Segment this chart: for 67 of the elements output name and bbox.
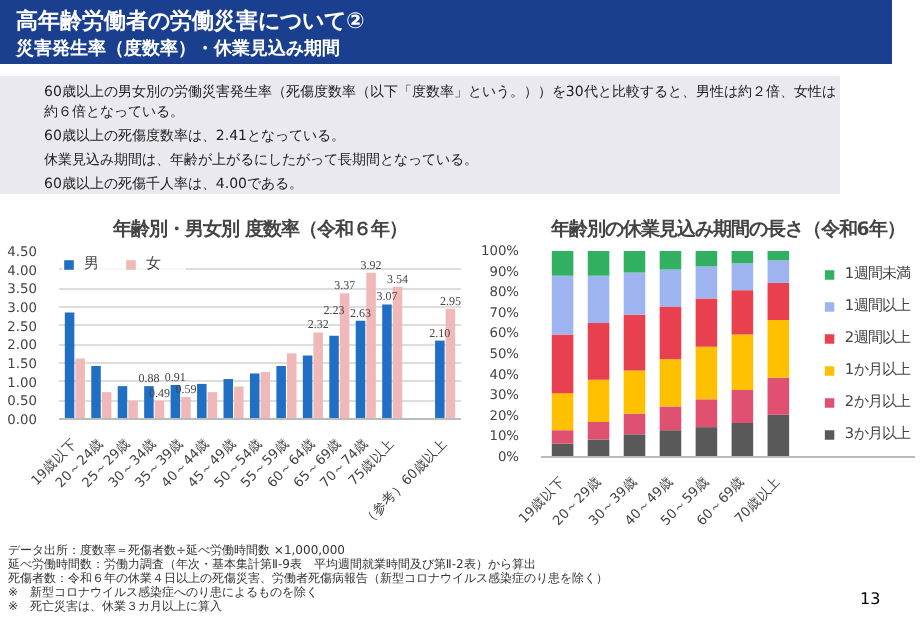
bar <box>313 332 323 419</box>
bar <box>695 251 718 267</box>
bar <box>659 251 682 270</box>
bar <box>64 312 75 419</box>
bar <box>731 251 754 264</box>
bar <box>623 314 646 371</box>
chart-title: 年齢別・男女別 度数率（令和６年） <box>110 219 408 241</box>
bar <box>249 373 260 419</box>
bar <box>101 392 112 419</box>
text: 災害発生率（度数率）・休業見込み期間 <box>16 37 342 64</box>
bar <box>695 266 718 299</box>
bar <box>260 371 271 419</box>
bar <box>223 379 234 419</box>
bar <box>329 335 339 419</box>
bar <box>623 370 646 414</box>
bar <box>767 282 790 321</box>
bar <box>587 275 610 324</box>
bar <box>767 414 790 457</box>
bar <box>623 413 646 435</box>
bar <box>695 298 718 347</box>
bar <box>276 365 286 419</box>
bar <box>659 359 682 407</box>
bar <box>355 320 366 419</box>
bar <box>181 396 191 419</box>
bar <box>695 399 718 428</box>
bar <box>207 392 218 419</box>
bar <box>91 365 101 419</box>
bar <box>128 400 138 419</box>
bar <box>551 275 574 335</box>
bar <box>659 430 682 457</box>
bar <box>551 334 574 394</box>
bar <box>659 269 682 307</box>
bar <box>117 386 128 419</box>
bar <box>695 346 718 400</box>
bar <box>659 406 682 431</box>
bar <box>623 251 646 273</box>
bar <box>767 377 790 415</box>
bar <box>587 251 610 276</box>
bar <box>382 304 392 419</box>
bar <box>731 423 754 457</box>
bar <box>767 320 790 378</box>
bar <box>767 251 790 261</box>
bar <box>587 421 610 440</box>
bar <box>587 439 610 457</box>
bar <box>767 260 790 283</box>
bar <box>695 427 718 457</box>
bar <box>234 386 244 419</box>
bar <box>731 390 754 424</box>
bar <box>731 290 754 335</box>
text: 13 <box>860 588 881 611</box>
bar <box>731 334 754 391</box>
bar <box>435 340 445 419</box>
bar <box>75 358 85 419</box>
bar <box>551 430 574 444</box>
bar <box>659 306 682 360</box>
bar <box>731 263 754 291</box>
text: 高年齢労働者の労働災害について② <box>16 6 367 38</box>
bar <box>551 251 574 276</box>
bar <box>587 323 610 380</box>
bar <box>623 434 646 457</box>
bar <box>623 272 646 315</box>
bar <box>551 393 574 431</box>
chart-title: 年齢別の休業見込み期間の長さ（令和6年） <box>548 219 906 241</box>
bar <box>587 379 610 422</box>
bar <box>302 355 313 419</box>
bar <box>286 353 297 419</box>
bar <box>197 383 207 419</box>
